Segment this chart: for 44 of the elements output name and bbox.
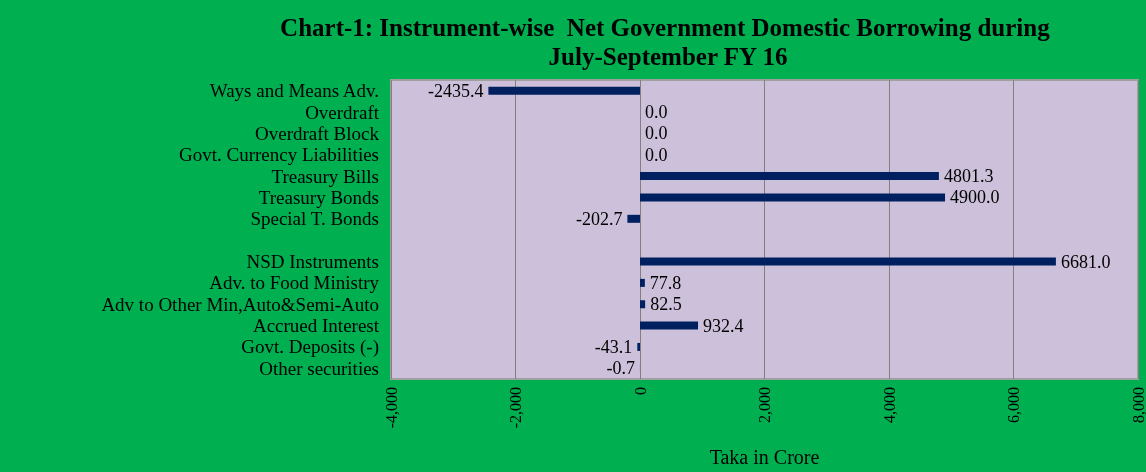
y-tick-label: Treasury Bills bbox=[271, 165, 379, 187]
bar bbox=[640, 172, 939, 181]
data-label: 4801.3 bbox=[943, 166, 994, 187]
bar bbox=[640, 193, 946, 202]
bar bbox=[640, 278, 645, 287]
y-tick-label: Govt. Currency Liabilities bbox=[179, 144, 379, 166]
x-tick-label: -4,000 bbox=[382, 387, 400, 429]
bar bbox=[627, 214, 640, 223]
data-label: 0.0 bbox=[645, 123, 668, 144]
bar bbox=[640, 257, 1056, 266]
data-label: 6681.0 bbox=[1060, 251, 1111, 272]
y-tick-label: Adv to Other Min,Auto&Semi-Auto bbox=[101, 293, 379, 315]
x-tick-label: 8,000 bbox=[1129, 387, 1146, 423]
bar bbox=[640, 321, 699, 330]
chart-title: Chart-1: Instrument-wise Net Government Domestic Borrowing during July-September FY 16 bbox=[280, 14, 1056, 70]
x-tick-label: 4,000 bbox=[880, 387, 898, 423]
bar bbox=[640, 300, 646, 309]
y-tick-label: Accrued Interest bbox=[252, 315, 380, 337]
data-label: -43.1 bbox=[594, 336, 633, 357]
data-label: 4900.0 bbox=[950, 187, 1000, 208]
y-tick-label: NSD Instruments bbox=[246, 251, 379, 273]
y-tick-label: Treasury Bonds bbox=[258, 186, 379, 208]
x-tick-label: 6,000 bbox=[1005, 387, 1022, 423]
y-tick-label: Adv. to Food Ministry bbox=[209, 272, 380, 294]
data-label: 82.5 bbox=[650, 294, 682, 315]
y-tick-label: Overdraft bbox=[305, 101, 380, 123]
y-tick-label: Overdraft Block bbox=[255, 122, 380, 144]
x-tick-label: 0 bbox=[631, 387, 649, 395]
data-label: -202.7 bbox=[575, 208, 623, 229]
bar bbox=[637, 342, 640, 351]
y-tick-label: Other securities bbox=[259, 357, 379, 379]
data-label: 0.0 bbox=[645, 144, 668, 165]
data-label: 77.8 bbox=[649, 272, 682, 293]
bar bbox=[488, 86, 640, 95]
x-tick-label: -2,000 bbox=[507, 387, 524, 429]
y-tick-label: Special T. Bonds bbox=[250, 208, 379, 230]
data-label: -0.7 bbox=[606, 358, 635, 379]
data-label: 0.0 bbox=[645, 102, 668, 123]
x-axis-title: Taka in Crore bbox=[709, 446, 820, 468]
y-tick-label: Govt. Deposits (-) bbox=[241, 336, 379, 359]
y-tick-label: Ways and Means Adv. bbox=[209, 80, 379, 102]
x-tick-label: 2,000 bbox=[756, 387, 773, 423]
data-label: 932.4 bbox=[703, 315, 744, 336]
data-label: -2435.4 bbox=[427, 80, 484, 101]
